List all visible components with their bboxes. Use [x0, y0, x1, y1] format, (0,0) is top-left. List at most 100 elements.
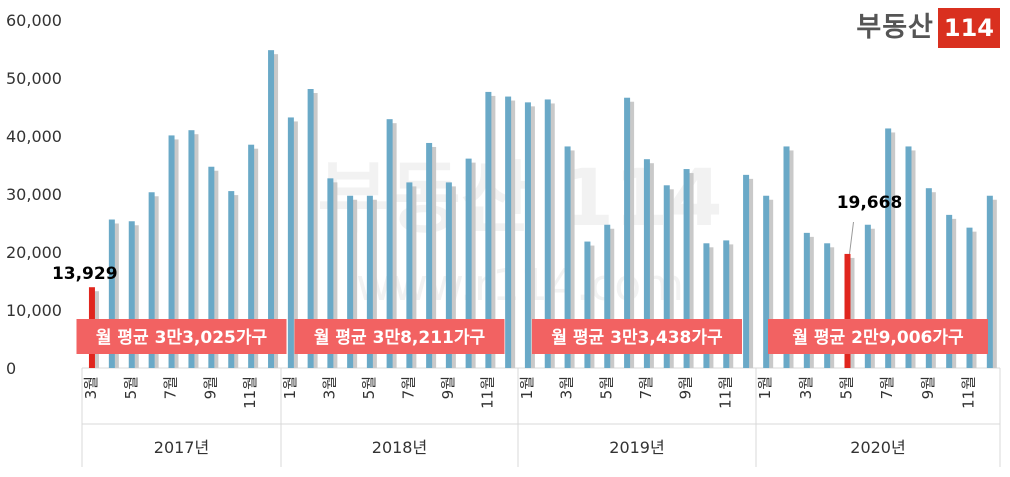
bar-shadow: [212, 170, 219, 368]
bar-shadow: [707, 247, 714, 368]
bar: [327, 178, 334, 368]
x-tick-label: 11월: [960, 376, 978, 409]
bar: [465, 158, 472, 368]
bar-shadow: [929, 192, 936, 368]
bar-shadow: [112, 223, 119, 368]
bar: [544, 99, 551, 369]
bar: [168, 135, 175, 368]
bar-shadow: [331, 182, 338, 368]
x-tick-label: 5월: [838, 376, 856, 399]
bar: [228, 191, 235, 368]
x-tick-label: 5월: [597, 376, 615, 399]
bar-shadow: [807, 236, 814, 368]
y-tick-label: 60,000: [6, 11, 62, 30]
bar-shadow: [311, 93, 318, 369]
bar: [188, 130, 195, 368]
bar: [966, 227, 973, 368]
x-tick-label: 9월: [919, 376, 937, 399]
x-tick-label: 3월: [82, 376, 100, 399]
watermark-text: 부동산 114: [317, 154, 722, 244]
bar-shadow: [430, 146, 437, 368]
bar: [248, 144, 255, 368]
bar: [406, 182, 413, 368]
bar-shadow: [509, 100, 516, 368]
bar-shadow: [548, 103, 555, 369]
bar: [986, 195, 993, 368]
bar-shadow: [172, 139, 179, 368]
average-box: [532, 319, 742, 354]
bar-shadow: [787, 150, 794, 368]
bar-shadow: [667, 189, 674, 368]
bar: [723, 240, 730, 368]
bar: [763, 195, 770, 368]
bar: [864, 224, 871, 368]
bar: [743, 174, 750, 368]
year-label: 2017년: [154, 438, 209, 457]
bar: [624, 97, 631, 368]
bar-shadow: [909, 150, 916, 368]
bar: [307, 89, 314, 369]
bar-shadow: [568, 150, 575, 368]
bar-shadow: [687, 173, 694, 368]
y-tick-label: 0: [6, 359, 16, 378]
x-tick-label: 9월: [677, 376, 695, 399]
y-tick-label: 30,000: [6, 185, 62, 204]
bar: [287, 117, 294, 368]
bar: [824, 243, 831, 368]
average-label: 월 평균 3만8,211가구: [314, 328, 486, 348]
bar-shadow: [132, 225, 139, 368]
x-tick-label: 11월: [478, 376, 496, 409]
y-tick-label: 50,000: [6, 69, 62, 88]
bar-shadow: [390, 123, 397, 369]
bar-shadow: [608, 228, 615, 368]
bar-shadow: [272, 54, 279, 368]
bar: [386, 119, 393, 369]
x-tick-label: 1월: [518, 376, 536, 399]
bar: [524, 102, 531, 369]
bar: [208, 166, 215, 368]
y-tick-label: 10,000: [6, 301, 62, 320]
highlight-leader-line: [849, 221, 854, 254]
bar-shadow: [152, 196, 159, 368]
year-label: 2019년: [609, 438, 664, 457]
average-box: [768, 319, 988, 354]
x-tick-label: 1월: [756, 376, 774, 399]
bar: [347, 195, 354, 368]
x-tick-label: 7월: [162, 376, 180, 399]
bar-shadow: [747, 178, 754, 368]
brand-badge: 114: [937, 8, 1000, 48]
x-tick-label: 9월: [439, 376, 457, 399]
bar-shadow: [528, 106, 535, 369]
bar-shadow: [252, 148, 259, 368]
bar: [946, 214, 953, 368]
bar-shadow: [990, 199, 997, 368]
average-label: 월 평균 3만3,025가구: [96, 328, 268, 348]
x-tick-label: 7월: [878, 376, 896, 399]
bar: [584, 241, 591, 368]
x-tick-label: 3월: [558, 376, 576, 399]
bar-shadow: [489, 95, 496, 369]
x-tick-label: 5월: [360, 376, 378, 399]
bar: [505, 96, 512, 368]
bar: [683, 169, 690, 368]
watermark-url: www.r114.com: [356, 260, 684, 311]
year-label: 2018년: [372, 438, 427, 457]
bar: [268, 50, 275, 368]
bar-shadow: [848, 257, 855, 368]
bar-shadow: [449, 186, 456, 368]
bar: [643, 159, 650, 368]
bar: [445, 182, 452, 368]
bar-highlight: [844, 253, 851, 368]
bar-shadow: [950, 218, 957, 368]
average-label: 월 평균 2만9,006가구: [792, 328, 964, 348]
bar-shadow: [647, 163, 654, 368]
highlight-value-label: 13,929: [52, 264, 118, 284]
y-tick-label: 40,000: [6, 127, 62, 146]
bar-shadow: [351, 199, 358, 368]
bar-shadow: [370, 199, 377, 368]
y-tick-label: 20,000: [6, 243, 62, 262]
bar-shadow: [889, 132, 896, 368]
x-tick-label: 3월: [320, 376, 338, 399]
bar-shadow: [291, 121, 298, 368]
